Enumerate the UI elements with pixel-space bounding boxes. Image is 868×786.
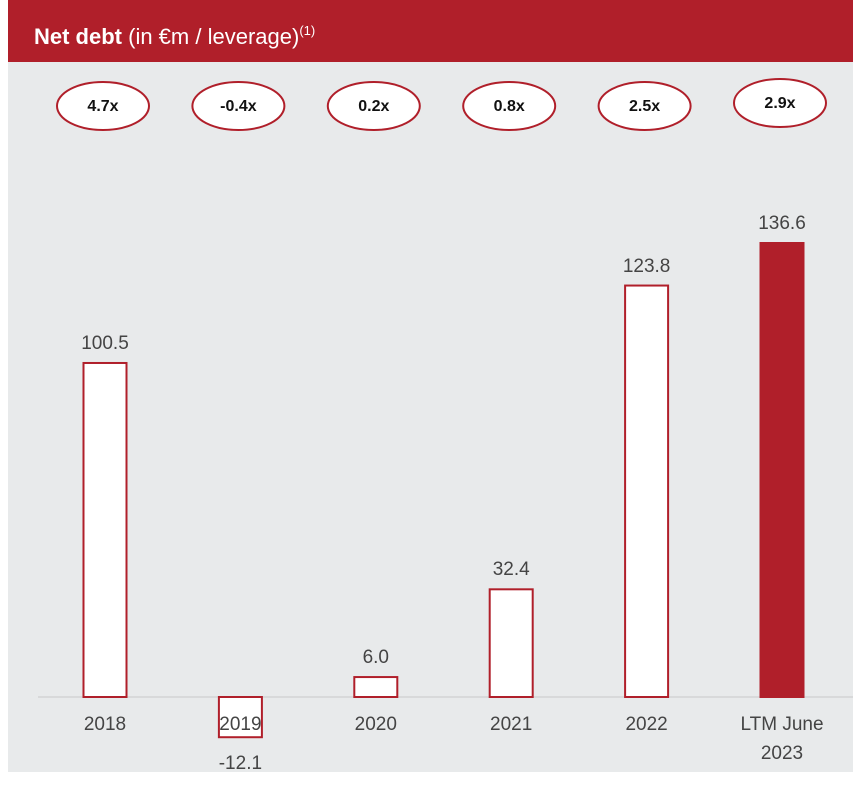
leverage-bubble — [597, 81, 692, 131]
leverage-bubble — [56, 81, 150, 131]
value-label: -12.1 — [218, 753, 263, 775]
leverage-bubble — [326, 81, 421, 131]
leverage-label: -0.4x — [220, 98, 257, 115]
leverage-label: 0.8x — [494, 98, 525, 115]
leverage-label: 0.2x — [358, 98, 389, 115]
value-label: 6.0 — [362, 647, 389, 669]
x-tick-label: 2021 — [490, 714, 533, 735]
x-tick-label: LTM June 2023 — [740, 714, 824, 764]
leverage-label: 4.7x — [87, 98, 118, 115]
header: Net debt (in €m / leverage)(1) — [8, 0, 853, 62]
value-label: 136.6 — [758, 213, 806, 234]
x-tick-label: 2018 — [83, 714, 127, 735]
leverage-bubble — [733, 78, 827, 128]
value-label: 123.8 — [622, 255, 671, 277]
bar — [82, 361, 128, 698]
bar — [488, 588, 534, 698]
chart-panel — [8, 62, 853, 772]
x-tick-label: 2020 — [354, 714, 397, 735]
footnote-marker: (1) — [299, 23, 316, 38]
value-label: 100.5 — [81, 332, 129, 354]
x-tick-label: 2019 — [219, 714, 262, 735]
value-label: 32.4 — [492, 559, 530, 581]
bar — [217, 696, 263, 739]
leverage-label: 2.9x — [764, 95, 795, 112]
x-tick-label: 2022 — [625, 714, 668, 735]
title: Net debt — [34, 24, 122, 49]
leverage-label: 2.5x — [629, 98, 660, 115]
bar — [353, 676, 399, 699]
bar — [624, 284, 670, 698]
bar — [759, 242, 805, 698]
subtitle: (in €m / leverage) — [128, 24, 300, 49]
leverage-bubble — [462, 81, 557, 131]
leverage-bubble — [191, 81, 286, 131]
